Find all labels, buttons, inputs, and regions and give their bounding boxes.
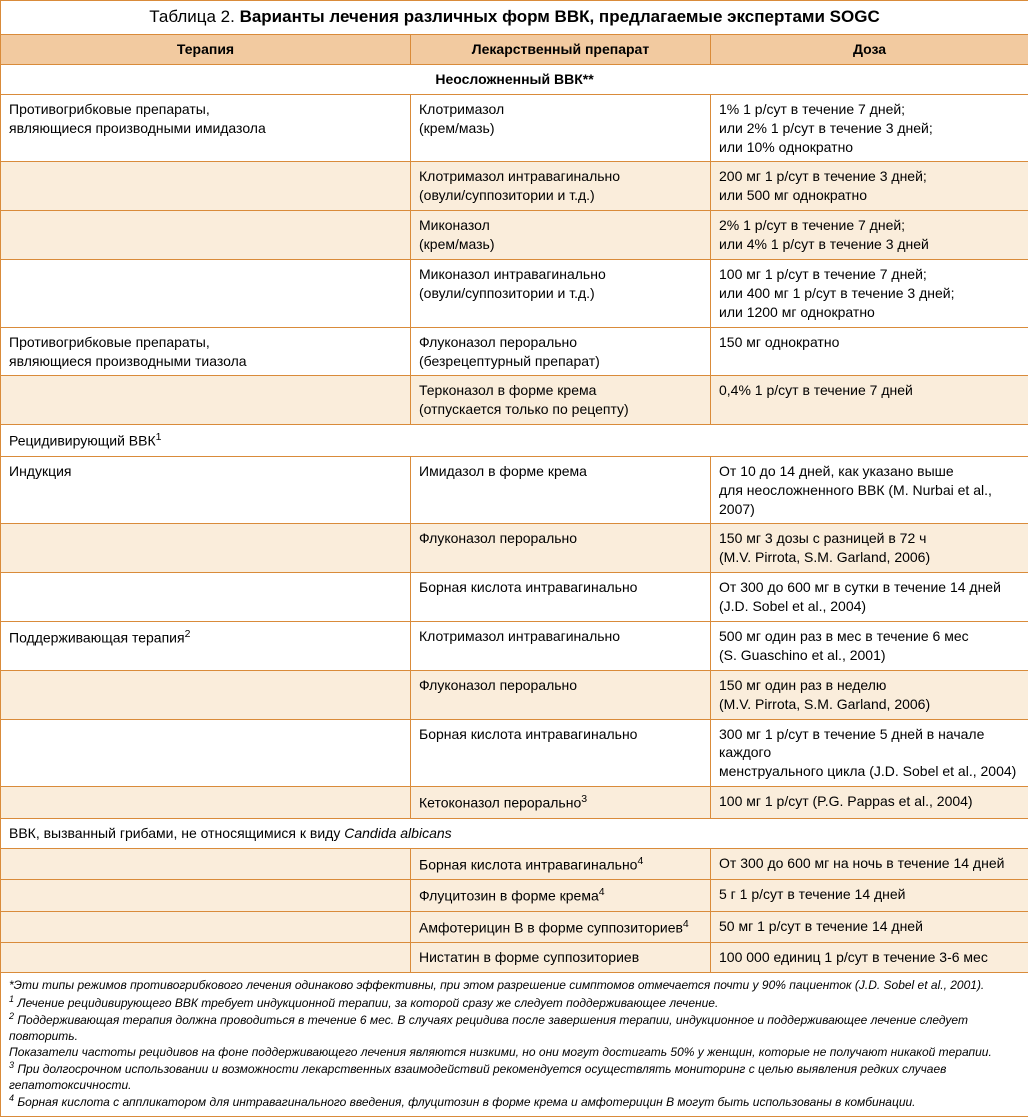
table-row: Кетоконазол перорально3 100 мг 1 р/сут (…	[1, 787, 1028, 819]
table-row: Борная кислота интравагинально От 300 до…	[1, 573, 1028, 622]
table-row: Индукция Имидазол в форме крема От 10 до…	[1, 456, 1028, 524]
table-row: Флуконазол перорально 150 мг 3 дозы с ра…	[1, 524, 1028, 573]
title-prefix: Таблица 2.	[149, 7, 239, 26]
section-recurrent: Рецидивирующий ВВК1	[1, 425, 1028, 457]
table-title-row: Таблица 2. Варианты лечения различных фо…	[1, 1, 1028, 35]
footnote-3: 2 Поддерживающая терапия должна проводит…	[9, 1011, 1020, 1060]
footnote-4: 3 При долгосрочном использовании и возмо…	[9, 1060, 1020, 1093]
header-drug: Лекарственный препарат	[411, 34, 711, 64]
table-row: Поддерживающая терапия2 Клотримазол интр…	[1, 621, 1028, 670]
table-row: Противогрибковые препараты,являющиеся пр…	[1, 327, 1028, 376]
table-row: Флуконазол перорально 150 мг один раз в …	[1, 670, 1028, 719]
header-dose: Доза	[711, 34, 1028, 64]
header-therapy: Терапия	[1, 34, 411, 64]
table-row: Терконазол в форме крема(отпускается тол…	[1, 376, 1028, 425]
table-row: Клотримазол интравагинально(овули/суппоз…	[1, 162, 1028, 211]
table-row: Амфотерицин В в форме суппозиториев4 50 …	[1, 911, 1028, 943]
title-main: Варианты лечения различных форм ВВК, пре…	[240, 7, 880, 26]
treatment-table: Таблица 2. Варианты лечения различных фо…	[0, 0, 1028, 1117]
table-row: Борная кислота интравагинально4 От 300 д…	[1, 848, 1028, 880]
section-uncomplicated: Неосложненный ВВК**	[1, 64, 1028, 94]
table-row: Флуцитозин в форме крема4 5 г 1 р/сут в …	[1, 880, 1028, 912]
table-row: Противогрибковые препараты,являющиеся пр…	[1, 94, 1028, 162]
footnote-1: *Эти типы режимов противогрибкового лече…	[9, 978, 1020, 994]
section-non-albicans: ВВК, вызванный грибами, не относящимися …	[1, 818, 1028, 848]
table-row: Миконазол(крем/мазь) 2% 1 р/сут в течени…	[1, 211, 1028, 260]
footnote-2: 1 Лечение рецидивирующего ВВК требует ин…	[9, 994, 1020, 1012]
footnotes: *Эти типы режимов противогрибкового лече…	[1, 973, 1028, 1117]
table-header-row: Терапия Лекарственный препарат Доза	[1, 34, 1028, 64]
table-row: Борная кислота интравагинально 300 мг 1 …	[1, 719, 1028, 787]
table-row: Миконазол интравагинально(овули/суппозит…	[1, 259, 1028, 327]
footnote-5: 4 Борная кислота с аппликатором для интр…	[9, 1093, 1020, 1111]
table-row: Нистатин в форме суппозиториев 100 000 е…	[1, 943, 1028, 973]
